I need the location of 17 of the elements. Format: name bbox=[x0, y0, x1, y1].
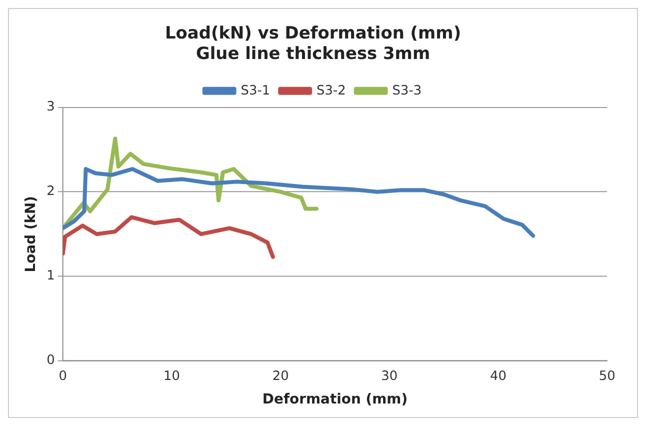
x-axis-title: Deformation (mm) bbox=[262, 391, 408, 408]
legend-label: S3-1 bbox=[240, 83, 270, 98]
y-tick-label: 0 bbox=[46, 353, 55, 368]
x-tick-label: 50 bbox=[598, 368, 616, 384]
y-axis-title: Load (kN) bbox=[22, 196, 39, 272]
x-tick-label: 0 bbox=[58, 368, 68, 384]
x-tick-label: 10 bbox=[163, 368, 180, 384]
x-tick-label: 20 bbox=[272, 368, 289, 384]
y-tick-label: 2 bbox=[46, 184, 55, 200]
y-tick-label: 1 bbox=[46, 268, 55, 284]
x-tick-label: 40 bbox=[490, 368, 506, 384]
text: Glue line thickness 3mm bbox=[196, 42, 430, 63]
text: Load(kN) vs Deformation (mm) bbox=[165, 22, 462, 42]
y-tick-label: 3 bbox=[46, 100, 55, 115]
legend-label: S3-3 bbox=[392, 83, 422, 98]
legend-label: S3-2 bbox=[316, 83, 346, 98]
x-tick-label: 30 bbox=[381, 368, 398, 384]
